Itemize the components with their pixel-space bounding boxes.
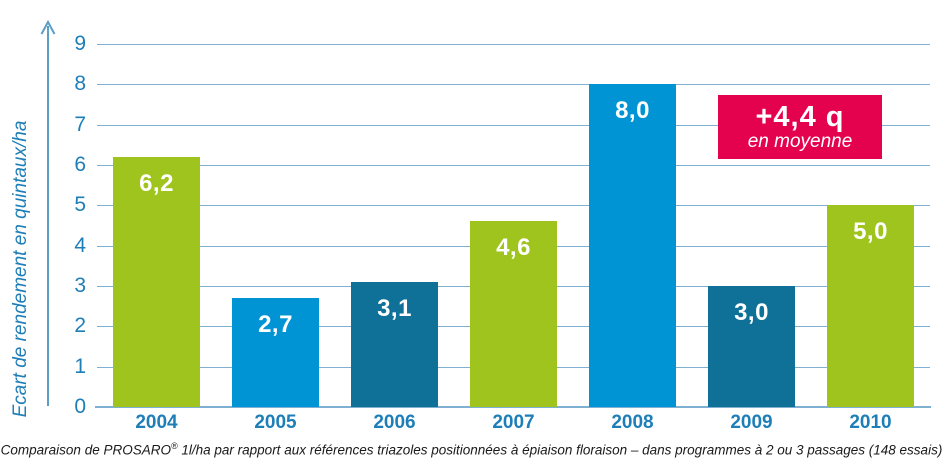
y-tick-label: 7 [74,113,86,136]
y-tick-label: 2 [74,314,86,337]
x-tick-label-2010: 2010 [849,412,892,433]
x-axis-line [95,406,931,408]
average-value: +4,4 q [755,101,845,133]
bar-value-label: 6,2 [139,170,174,197]
y-axis-label: Ecart de rendement en quintaux/ha [10,120,31,418]
y-tick-label: 1 [74,355,86,378]
gridline [97,125,930,126]
y-tick-label: 9 [74,32,86,55]
average-subtitle: en moyenne [747,131,853,152]
bar-2004: 6,2 [113,157,200,407]
bar-2006: 3,1 [351,282,438,407]
x-tick-label-2007: 2007 [492,412,535,433]
gridline [97,44,930,45]
bar-value-label: 3,1 [377,295,412,322]
y-tick-label: 8 [74,72,86,95]
bar-value-label: 5,0 [853,218,888,245]
bar-value-label: 3,0 [734,299,769,326]
bar-value-label: 2,7 [258,311,293,338]
caption-text-1: Comparaison de PROSARO [0,442,171,458]
x-tick-label-2009: 2009 [730,412,773,433]
x-tick-label-2004: 2004 [135,412,178,433]
bar-2008: 8,0 [589,84,676,407]
y-axis-arrow [40,19,56,406]
bar-value-label: 8,0 [615,97,650,124]
y-tick-label: 4 [74,234,86,257]
bar-2005: 2,7 [232,298,319,407]
y-tick-label: 6 [74,153,86,176]
bar-value-label: 4,6 [496,234,531,261]
bar-2007: 4,6 [470,221,557,407]
gridline [97,205,930,206]
y-tick-label: 5 [74,193,86,216]
x-tick-label-2006: 2006 [373,412,416,433]
chart-caption: Comparaison de PROSARO® 1l/ha par rappor… [0,441,943,458]
y-tick-label: 0 [74,395,86,418]
x-tick-label-2005: 2005 [254,412,297,433]
registered-trademark-symbol: ® [170,441,178,451]
average-badge: +4,4 q en moyenne [718,95,882,159]
x-tick-label-2008: 2008 [611,412,654,433]
gridline [97,165,930,166]
y-tick-label: 3 [74,274,86,297]
bar-2009: 3,0 [708,286,795,407]
caption-text-2: 1l/ha par rapport aux références triazol… [177,442,943,458]
gridline [97,84,930,85]
bar-2010: 5,0 [827,205,914,407]
